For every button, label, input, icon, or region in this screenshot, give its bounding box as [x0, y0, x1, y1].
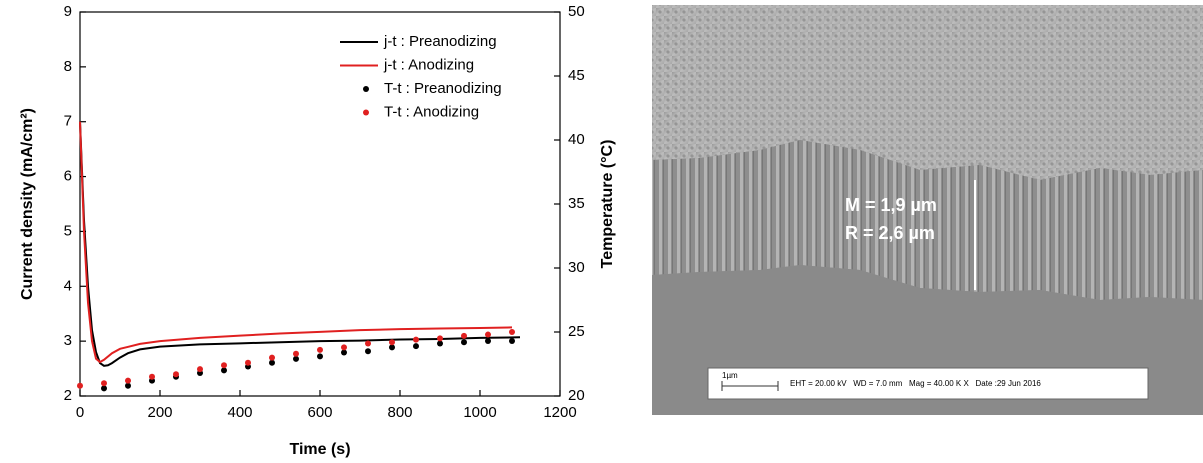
scatter-point — [437, 335, 443, 342]
y2-tick-label: 25 — [568, 323, 585, 340]
x-tick-label: 800 — [387, 404, 412, 421]
scatter-point — [461, 339, 467, 346]
scatter-point — [317, 346, 323, 353]
y2-tick-label: 30 — [568, 259, 585, 276]
x-tick-label: 400 — [227, 404, 252, 421]
scatter-point — [461, 332, 467, 339]
scatter-point — [245, 359, 251, 366]
x-tick-label: 1200 — [543, 404, 576, 421]
y2-tick-label: 45 — [568, 67, 585, 84]
x-tick-label: 600 — [307, 404, 332, 421]
scatter-point — [173, 371, 179, 378]
scatter-point — [293, 350, 299, 357]
y2-axis-label: Temperature (°C) — [599, 140, 616, 269]
y2-tick-label: 35 — [568, 195, 585, 212]
scatter-point — [221, 367, 227, 374]
y-tick-label: 7 — [64, 113, 72, 130]
scatter-point — [269, 359, 275, 366]
scatter-point — [341, 349, 347, 356]
y-tick-label: 4 — [64, 277, 72, 294]
y-tick-label: 6 — [64, 168, 72, 185]
scatter-point — [221, 362, 227, 369]
scatter-point — [125, 382, 131, 389]
y-tick-label: 8 — [64, 58, 72, 75]
legend-label: T-t : Preanodizing — [384, 80, 502, 97]
scatter-point — [125, 377, 131, 384]
scatter-point — [485, 331, 491, 338]
legend-label: T-t : Anodizing — [384, 103, 479, 120]
scatter-point — [341, 344, 347, 351]
scatter-point — [197, 366, 203, 373]
y2-tick-label: 40 — [568, 131, 585, 148]
x-axis-label: Time (s) — [289, 441, 350, 458]
line-series — [79, 121, 521, 367]
scatter-point — [485, 337, 491, 344]
scatter-point — [365, 348, 371, 355]
y2-tick-label: 20 — [568, 387, 585, 404]
x-tick-label: 1000 — [463, 404, 496, 421]
legend-label: j-t : Anodizing — [383, 56, 474, 73]
sem-image: M = 1,9 µm R = 2,6 µm 1µm EHT = 20.00 kV… — [652, 5, 1203, 415]
scatter-point — [317, 353, 323, 360]
scatter-point — [437, 340, 443, 347]
legend-marker — [363, 109, 369, 116]
x-tick-label: 0 — [76, 404, 84, 421]
y2-tick-label: 50 — [568, 3, 585, 20]
y-axis-label: Current density (mA/cm²) — [19, 108, 36, 300]
y-tick-label: 3 — [64, 332, 72, 349]
scatter-point — [509, 337, 515, 344]
annotation: R = 2,6 µm — [845, 223, 935, 243]
y-tick-label: 9 — [64, 3, 72, 20]
line-series — [79, 121, 513, 364]
annotation: M = 1,9 µm — [845, 195, 937, 215]
scale-bar-label: 1µm — [722, 371, 738, 380]
scatter-point — [413, 343, 419, 350]
scatter-point — [389, 339, 395, 346]
scatter-point — [293, 355, 299, 362]
sem-info: EHT = 20.00 kV WD = 7.0 mm Mag = 40.00 K… — [790, 379, 1041, 388]
legend-marker — [363, 86, 369, 92]
scatter-point — [149, 373, 155, 380]
scatter-point — [269, 354, 275, 361]
y-tick-label: 2 — [64, 387, 72, 404]
x-tick-label: 200 — [147, 404, 172, 421]
scatter-point — [101, 385, 107, 392]
scatter-point — [77, 382, 83, 389]
scatter-point — [413, 336, 419, 343]
y-tick-label: 5 — [64, 222, 72, 239]
scatter-point — [509, 329, 515, 335]
scatter-point — [365, 340, 371, 347]
legend-label: j-t : Preanodizing — [383, 33, 497, 50]
scatter-point — [389, 344, 395, 351]
scatter-point — [101, 380, 107, 387]
